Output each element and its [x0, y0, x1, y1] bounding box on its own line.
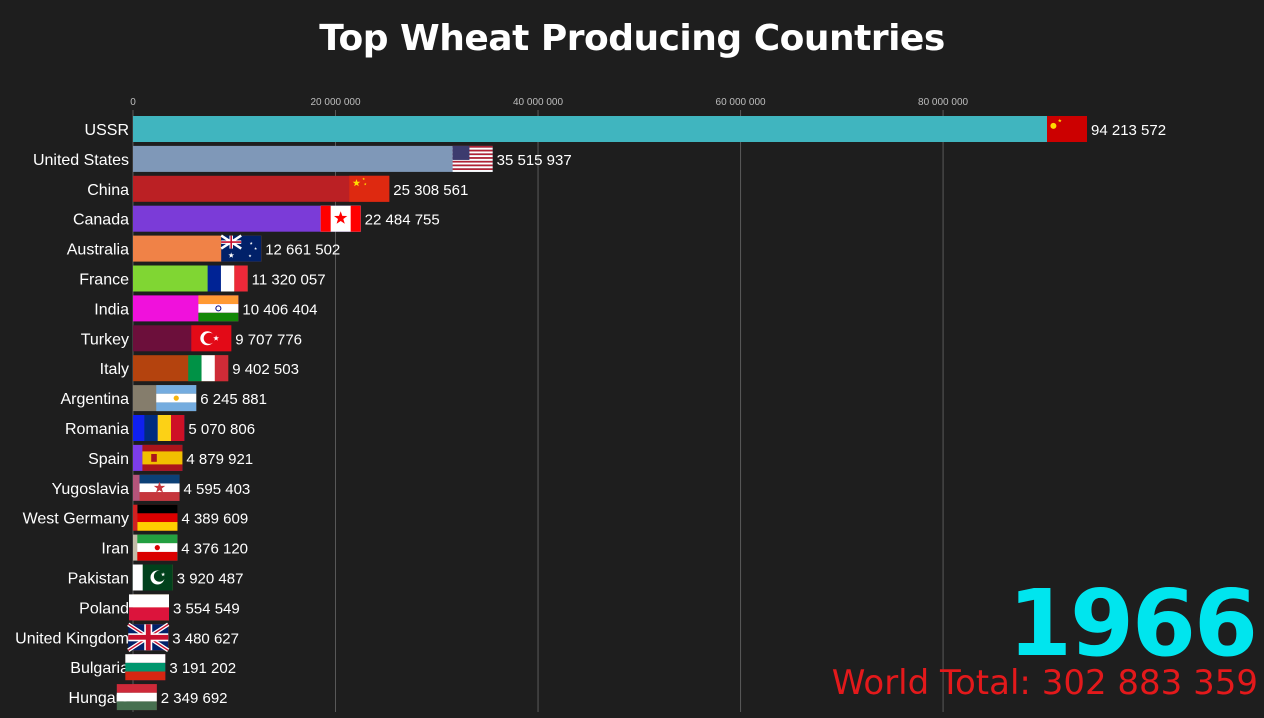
value-label: 11 320 057 — [252, 272, 326, 289]
category-label: Yugoslavia — [52, 481, 129, 498]
flag-bulgaria-icon — [125, 654, 166, 681]
value-label: 3 920 487 — [177, 571, 244, 588]
flag-poland-icon — [128, 594, 169, 621]
bar — [133, 145, 493, 172]
value-label: 2 349 692 — [161, 690, 228, 707]
flag-hungary-icon — [116, 684, 157, 711]
value-label: 6 245 881 — [200, 391, 267, 408]
category-label: Turkey — [81, 331, 129, 348]
value-label: 94 213 572 — [1091, 122, 1166, 139]
world-total: World Total: 302 883 359 — [832, 666, 1258, 700]
flag-west-germany-icon — [137, 504, 178, 531]
bar-row: Spain 4 879 921 — [88, 444, 253, 471]
category-label: Australia — [67, 242, 129, 259]
flag-spain-icon — [142, 444, 183, 471]
x-tick-label: 40 000 000 — [513, 97, 563, 108]
bar — [133, 116, 1087, 142]
bar-row: West Germany 4 389 609 — [23, 504, 248, 531]
value-label: 22 484 755 — [365, 212, 440, 229]
value-label: 10 406 404 — [242, 301, 317, 318]
bar-row: Canada 22 484 755 — [73, 205, 440, 232]
category-label: West Germany — [23, 511, 129, 528]
flag-iran-icon — [137, 534, 178, 561]
bar-row: Italy 9 402 503 — [100, 355, 299, 382]
bar-row: France 11 320 057 — [79, 265, 326, 292]
category-label: Italy — [100, 361, 129, 378]
value-label: 4 879 921 — [186, 451, 253, 468]
x-tick-label: 60 000 000 — [716, 97, 766, 108]
category-label: France — [79, 272, 129, 289]
x-tick-label: 80 000 000 — [918, 97, 968, 108]
world-total-label: World Total: — [831, 663, 1031, 703]
bar-row: Bulgaria 3 191 202 — [70, 654, 236, 681]
bar-row: Hungary 2 349 692 — [69, 684, 228, 711]
category-label: Argentina — [61, 391, 130, 408]
value-label: 3 191 202 — [169, 660, 236, 677]
bar-row: Argentina 6 245 881 — [61, 385, 267, 412]
chart-title: Top Wheat Producing Countries — [319, 18, 945, 59]
bar-row: Romania 5 070 806 — [65, 415, 255, 441]
flag-canada-icon — [320, 205, 361, 232]
bar-row: India 10 406 404 — [94, 295, 317, 322]
flag-turkey-icon — [191, 325, 232, 352]
world-total-value: 302 883 359 — [1041, 663, 1258, 703]
category-label: Hungary — [69, 690, 129, 707]
bar-row: Poland 3 554 549 — [79, 594, 240, 621]
bar — [133, 175, 390, 202]
flag-yugoslavia-icon — [139, 474, 180, 501]
bar-row: Turkey 9 707 776 — [81, 325, 302, 352]
x-tick-label: 20 000 000 — [310, 97, 360, 108]
category-label: Canada — [73, 212, 129, 229]
flag-italy-icon — [188, 355, 229, 382]
category-label: China — [87, 182, 129, 199]
value-label: 12 661 502 — [265, 242, 340, 259]
category-label: USSR — [85, 122, 129, 139]
value-label: 3 480 627 — [172, 630, 239, 647]
category-label: Romania — [65, 421, 129, 438]
flag-uk-icon — [127, 622, 170, 652]
value-label: 4 376 120 — [181, 541, 248, 558]
bar-row: USSR 94 213 572 — [85, 116, 1166, 142]
value-label: 9 707 776 — [235, 331, 302, 348]
category-label: India — [94, 301, 129, 318]
flag-australia-icon — [220, 234, 262, 262]
flag-argentina-icon — [156, 385, 197, 412]
flag-pakistan-icon — [132, 564, 173, 591]
category-label: Pakistan — [68, 571, 129, 588]
category-label: Spain — [88, 451, 129, 468]
flag-ussr-icon — [1047, 116, 1087, 142]
value-label: 25 308 561 — [393, 182, 468, 199]
category-label: United States — [33, 152, 129, 169]
flag-france-icon — [207, 265, 248, 292]
x-tick-label: 0 — [130, 97, 136, 108]
value-label: 5 070 806 — [188, 421, 255, 438]
bar-row: United States 35 515 937 — [33, 145, 572, 172]
flag-china-icon — [349, 175, 390, 202]
bar-row: Yugoslavia 4 595 403 — [52, 474, 251, 501]
flag-india-icon — [198, 295, 239, 322]
category-label: Poland — [79, 600, 129, 617]
flag-usa-icon — [452, 145, 493, 172]
category-label: United Kingdom — [15, 630, 129, 647]
bar-row: China 25 308 561 — [87, 175, 468, 202]
value-label: 4 595 403 — [184, 481, 251, 498]
bar-row: United Kingdom 3 480 627 — [15, 622, 239, 652]
value-label: 9 402 503 — [232, 361, 299, 378]
bar-row: Iran 4 376 120 — [101, 534, 248, 561]
flag-romania-icon — [144, 415, 185, 441]
value-label: 4 389 609 — [181, 511, 248, 528]
bar-row: Australia 12 661 502 — [67, 234, 340, 262]
category-label: Iran — [101, 541, 129, 558]
bar-row: Pakistan 3 920 487 — [68, 564, 244, 591]
value-label: 3 554 549 — [173, 600, 240, 617]
year-label: 1966 — [1007, 570, 1258, 677]
value-label: 35 515 937 — [497, 152, 572, 169]
category-label: Bulgaria — [70, 660, 129, 677]
